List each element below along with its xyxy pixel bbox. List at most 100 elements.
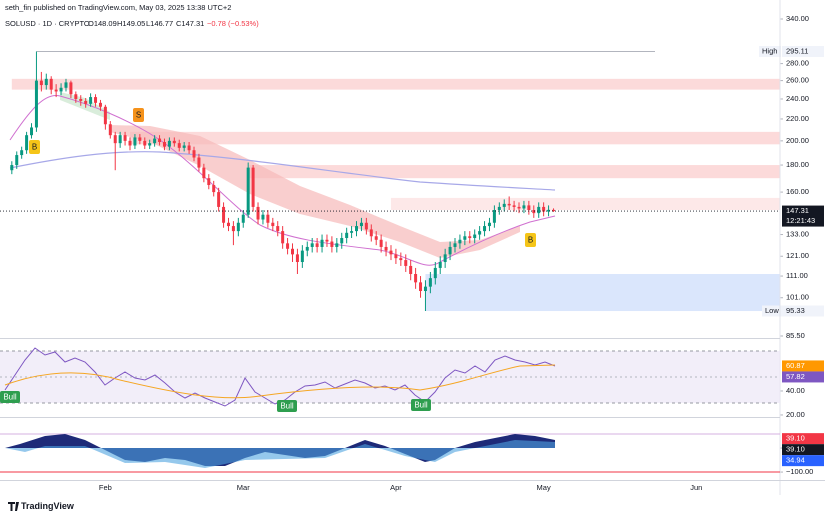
bull-text: Bull — [280, 402, 294, 411]
candle-body — [478, 231, 482, 235]
signal-text: B — [32, 143, 37, 152]
candle-body — [251, 167, 255, 207]
candle-body — [222, 206, 226, 223]
candle-body — [330, 241, 334, 247]
candle-body — [138, 137, 142, 141]
candle-body — [502, 203, 506, 207]
candle-body — [438, 262, 442, 268]
candle-body — [453, 243, 457, 247]
y-tick-label: 101.00 — [786, 293, 809, 302]
candle-body — [468, 236, 472, 239]
candle-body — [300, 250, 304, 263]
legend-high: H149.05 — [117, 19, 145, 28]
publisher: seth_fin published on TradingView.com, M… — [5, 3, 231, 12]
candle-body — [448, 246, 452, 255]
osc-wave — [5, 440, 555, 468]
y-tick-label: 280.00 — [786, 59, 809, 68]
candle-body — [423, 286, 427, 292]
y-tick-label: 40.00 — [786, 386, 805, 395]
candle-body — [271, 222, 275, 227]
y-tick-label: 20.00 — [786, 410, 805, 419]
candle-body — [69, 82, 73, 95]
candle-body — [118, 135, 122, 144]
sell-signal — [133, 108, 144, 122]
zone — [425, 274, 780, 312]
candle-body — [404, 260, 408, 266]
rsi-ma — [4, 364, 556, 399]
candle-body — [261, 214, 265, 220]
candle-body — [276, 226, 280, 232]
y-tick-label: 160.00 — [786, 187, 809, 196]
candle-body — [162, 142, 166, 147]
y-tick-label: 133.00 — [786, 230, 809, 239]
candle-body — [123, 135, 127, 141]
candle-body — [103, 106, 107, 125]
legend-low: L146.77 — [146, 19, 173, 28]
candle-body — [241, 214, 245, 223]
zone — [390, 197, 780, 210]
y-tick-label: 200.00 — [786, 136, 809, 145]
candle-body — [207, 178, 211, 186]
cloud-red — [110, 125, 520, 258]
bull-badge — [0, 391, 20, 403]
candle-body — [44, 78, 48, 86]
candle-body — [522, 205, 526, 209]
signal-text: B — [528, 236, 533, 245]
buy-signal — [29, 140, 40, 154]
candle-body — [315, 243, 319, 247]
candle-body — [34, 80, 38, 128]
candle-body — [197, 157, 201, 168]
reading-box — [782, 433, 824, 445]
candle-body — [517, 206, 521, 209]
y-tick-label: 111.00 — [786, 271, 808, 280]
candle-body — [74, 94, 78, 99]
low-label: Low — [765, 306, 779, 315]
signal-text: S — [136, 111, 141, 120]
x-tick-label: May — [537, 483, 551, 492]
legend-open: O148.09 — [88, 19, 117, 28]
y-tick-label: 180.00 — [786, 160, 809, 169]
brand: TradingView — [21, 501, 75, 511]
high-label: High — [762, 47, 777, 56]
candle-body — [84, 100, 88, 104]
candle-body — [433, 267, 437, 279]
candle-body — [512, 205, 516, 207]
candle-body — [497, 206, 501, 210]
candle-body — [295, 254, 299, 263]
candle-body — [350, 231, 354, 233]
buy-signal — [525, 233, 536, 247]
low-value: 95.33 — [786, 306, 805, 315]
candle-body — [443, 254, 447, 263]
reading-box — [782, 444, 824, 456]
legend-close: C147.31 — [176, 19, 204, 28]
candle-body — [167, 140, 171, 147]
candle-body — [256, 206, 260, 220]
candle-body — [39, 80, 43, 86]
candle-body — [15, 155, 19, 166]
candle-body — [384, 246, 388, 251]
bull-text: Bull — [3, 393, 17, 402]
candle-body — [231, 226, 235, 232]
bull-badge — [411, 399, 431, 411]
candle-body — [428, 278, 432, 287]
y-tick-label: 220.00 — [786, 114, 809, 123]
candle-body — [79, 98, 83, 101]
candle-body — [10, 165, 14, 171]
candle-body — [345, 232, 349, 239]
high-value: 295.11 — [786, 47, 808, 56]
high-tag — [759, 46, 781, 58]
candle-body — [172, 140, 176, 144]
candle-body — [94, 97, 98, 103]
reading-box — [782, 360, 824, 372]
x-tick-label: Apr — [390, 483, 402, 492]
candle-body — [359, 222, 363, 227]
candle-body — [30, 127, 34, 136]
candle-body — [310, 243, 314, 247]
candle-body — [113, 135, 117, 144]
candle-body — [187, 145, 191, 151]
candle-body — [483, 226, 487, 232]
candle-body — [487, 222, 491, 227]
candle-body — [551, 209, 555, 212]
candle-body — [399, 258, 403, 261]
